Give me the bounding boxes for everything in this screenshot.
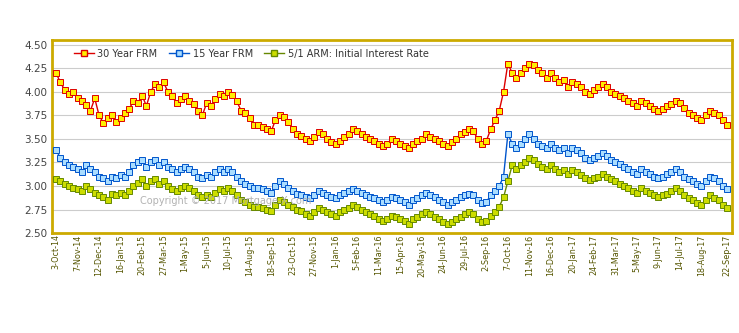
15 Year FRM [73,167,82,171]
30 Year FRM [52,71,61,75]
Line: 30 Year FRM: 30 Year FRM [53,61,730,151]
30 Year FRM [232,99,241,103]
5/1 ARM: Initial Interest Rate: (58, 2.7): Initial Interest Rate: (58, 2.7) [302,212,310,216]
15 Year FRM [52,148,61,152]
30 Year FRM [404,146,413,150]
30 Year FRM [503,62,512,66]
Text: Copyright © 2017 Mortgage-X.com: Copyright © 2017 Mortgage-X.com [140,196,312,206]
5/1 ARM: Initial Interest Rate: (5, 2.97): Initial Interest Rate: (5, 2.97) [73,187,82,191]
30 Year FRM [73,96,82,100]
30 Year FRM [86,109,95,113]
30 Year FRM [723,123,732,127]
Line: 5/1 ARM: Initial Interest Rate: 5/1 ARM: Initial Interest Rate [53,155,730,226]
15 Year FRM [503,132,512,136]
5/1 ARM: Initial Interest Rate: (156, 2.77): Initial Interest Rate: (156, 2.77) [723,206,732,210]
30 Year FRM [602,85,611,89]
15 Year FRM [443,203,452,207]
15 Year FRM [86,167,95,171]
15 Year FRM [723,187,732,191]
30 Year FRM [443,145,452,149]
5/1 ARM: Initial Interest Rate: (110, 3.3): Initial Interest Rate: (110, 3.3) [525,156,534,160]
5/1 ARM: Initial Interest Rate: (42, 2.9): Initial Interest Rate: (42, 2.9) [232,193,241,197]
5/1 ARM: Initial Interest Rate: (82, 2.6): Initial Interest Rate: (82, 2.6) [404,222,413,226]
15 Year FRM [232,174,241,178]
5/1 ARM: Initial Interest Rate: (0, 3.07): Initial Interest Rate: (0, 3.07) [52,177,61,181]
15 Year FRM [302,195,310,199]
5/1 ARM: Initial Interest Rate: (8, 2.97): Initial Interest Rate: (8, 2.97) [86,187,95,191]
5/1 ARM: Initial Interest Rate: (128, 3.1): Initial Interest Rate: (128, 3.1) [602,174,611,178]
15 Year FRM [404,203,413,207]
30 Year FRM [302,137,310,141]
Line: 15 Year FRM: 15 Year FRM [53,132,730,207]
5/1 ARM: Initial Interest Rate: (91, 2.6): Initial Interest Rate: (91, 2.6) [443,222,452,226]
15 Year FRM [602,154,611,158]
Legend: 30 Year FRM, 15 Year FRM, 5/1 ARM: Initial Interest Rate: 30 Year FRM, 15 Year FRM, 5/1 ARM: Initi… [70,45,432,63]
